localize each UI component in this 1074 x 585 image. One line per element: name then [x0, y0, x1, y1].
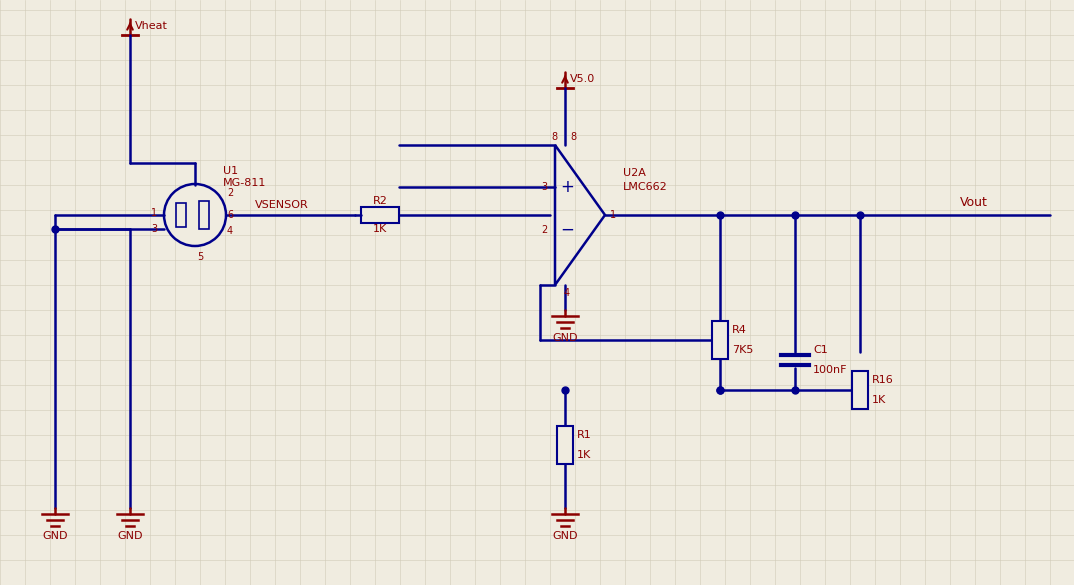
- Text: R16: R16: [872, 375, 894, 385]
- Text: 5: 5: [197, 252, 203, 262]
- Text: 1K: 1K: [373, 224, 387, 234]
- Text: 6: 6: [227, 210, 233, 220]
- Bar: [712, 321, 728, 359]
- Text: 3: 3: [541, 182, 547, 192]
- Text: 2: 2: [227, 188, 233, 198]
- Text: U1: U1: [223, 166, 238, 176]
- Text: GND: GND: [42, 531, 68, 541]
- Text: 8: 8: [551, 132, 557, 142]
- Ellipse shape: [164, 184, 226, 246]
- Text: 1K: 1K: [577, 450, 592, 460]
- Text: GND: GND: [552, 333, 578, 343]
- Text: 4: 4: [564, 288, 570, 298]
- Text: 1K: 1K: [872, 395, 886, 405]
- Bar: [852, 371, 868, 409]
- Text: 8: 8: [570, 132, 576, 142]
- Text: 1: 1: [150, 208, 157, 218]
- Text: −: −: [560, 221, 574, 239]
- Text: LMC662: LMC662: [623, 182, 668, 192]
- Bar: [176, 203, 186, 227]
- Bar: [361, 207, 400, 223]
- Text: MG-811: MG-811: [223, 178, 266, 188]
- Text: 100nF: 100nF: [813, 365, 847, 375]
- Text: GND: GND: [117, 531, 143, 541]
- Text: 1: 1: [610, 210, 616, 220]
- Text: Vout: Vout: [960, 197, 988, 209]
- Text: 2: 2: [540, 225, 547, 235]
- Text: 7K5: 7K5: [732, 345, 753, 355]
- Text: R2: R2: [373, 196, 388, 206]
- Text: VSENSOR: VSENSOR: [255, 200, 308, 210]
- Bar: [557, 426, 574, 464]
- Text: +: +: [560, 178, 574, 196]
- Text: R1: R1: [577, 430, 592, 440]
- Text: 3: 3: [150, 224, 157, 234]
- Text: U2A: U2A: [623, 168, 645, 178]
- Text: Vheat: Vheat: [135, 21, 168, 31]
- Text: 4: 4: [227, 226, 233, 236]
- Text: R4: R4: [732, 325, 746, 335]
- Bar: [199, 201, 209, 229]
- Text: C1: C1: [813, 345, 828, 355]
- Text: V5.0: V5.0: [570, 74, 595, 84]
- Text: GND: GND: [552, 531, 578, 541]
